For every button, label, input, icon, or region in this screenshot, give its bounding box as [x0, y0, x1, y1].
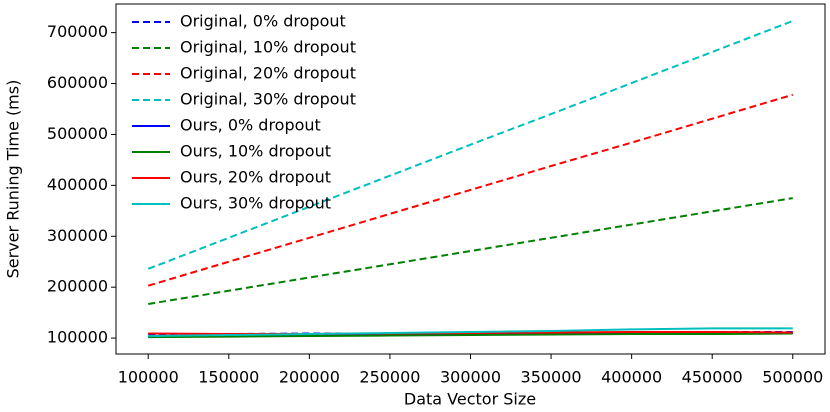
- legend-label: Original, 20% dropout: [180, 64, 356, 83]
- y-tick-label: 700000: [47, 22, 108, 41]
- legend-label: Original, 30% dropout: [180, 90, 356, 109]
- x-tick-label: 250000: [359, 368, 420, 387]
- legend-label: Ours, 0% dropout: [180, 116, 321, 135]
- x-tick-label: 450000: [682, 368, 743, 387]
- legend: Original, 0% dropout Original, 10% dropou…: [132, 12, 356, 213]
- y-tick-label: 200000: [47, 277, 108, 296]
- legend-label: Original, 10% dropout: [180, 38, 356, 57]
- x-tick-label: 400000: [601, 368, 662, 387]
- plot-frame: [115, 3, 826, 355]
- series-line: [148, 197, 793, 305]
- y-tick-label: 500000: [47, 124, 108, 143]
- y-tick-label: 600000: [47, 73, 108, 92]
- legend-label: Ours, 20% dropout: [180, 168, 331, 187]
- series-line: [148, 327, 793, 338]
- series-line: [148, 332, 793, 339]
- x-tick-label: 200000: [279, 368, 340, 387]
- y-tick-label: 300000: [47, 226, 108, 245]
- y-tick-label: 100000: [47, 328, 108, 347]
- x-tick-label: 150000: [198, 368, 259, 387]
- legend-label: Ours, 30% dropout: [180, 194, 331, 213]
- x-tick-label: 300000: [440, 368, 501, 387]
- x-tick-label: 100000: [118, 368, 179, 387]
- legend-label: Ours, 10% dropout: [180, 142, 331, 161]
- y-axis-label: Server Runing Time (ms): [4, 80, 23, 279]
- x-tick-label: 350000: [521, 368, 582, 387]
- series-line: [147, 93, 794, 287]
- y-tick-label: 400000: [47, 175, 108, 194]
- series-line: [147, 19, 794, 270]
- x-tick-label: 500000: [762, 368, 823, 387]
- legend-label: Original, 0% dropout: [180, 12, 346, 31]
- x-axis-label: Data Vector Size: [404, 390, 536, 409]
